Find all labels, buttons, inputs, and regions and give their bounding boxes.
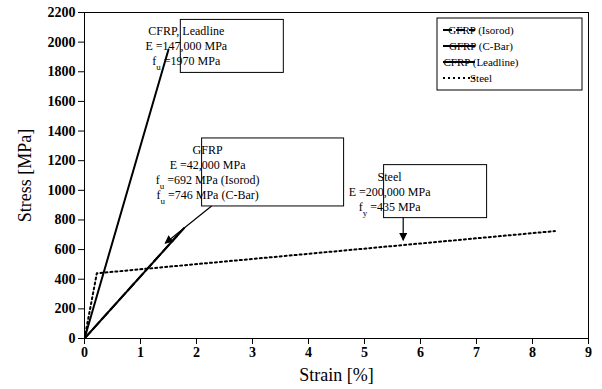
svg-text:4: 4 [305,345,312,360]
svg-text:1: 1 [137,345,144,360]
svg-text:E =200,000 MPa: E =200,000 MPa [349,185,431,199]
svg-text:E =42,000 MPa: E =42,000 MPa [170,158,246,172]
svg-text:fu =1970 MPa: fu =1970 MPa [152,54,221,72]
svg-text:9: 9 [585,345,592,360]
svg-text:8: 8 [529,345,536,360]
svg-text:fu =746 MPa (C-Bar): fu =746 MPa (C-Bar) [156,188,258,206]
svg-text:2200: 2200 [48,5,76,20]
svg-text:1800: 1800 [48,64,76,79]
svg-text:800: 800 [55,212,76,227]
html-text:fu=692 MPa (Isorod): fu=692 MPa (Isorod) [155,173,260,191]
svg-text:GFRP (C-Bar): GFRP (C-Bar) [449,40,513,53]
svg-text:7: 7 [473,345,480,360]
svg-text:200: 200 [55,301,76,316]
svg-text:Steel: Steel [378,170,403,184]
svg-text:1400: 1400 [48,124,76,139]
svg-text:600: 600 [55,242,76,257]
svg-text:E =147,000 MPa: E =147,000 MPa [145,39,227,53]
svg-text:GFRP (Isorod): GFRP (Isorod) [448,24,514,37]
svg-text:Steel: Steel [470,72,492,84]
svg-text:GFRP: GFRP [193,143,223,157]
svg-text:Strain [%]: Strain [%] [299,365,373,385]
svg-text:0: 0 [81,345,88,360]
svg-text:1000: 1000 [48,183,76,198]
svg-text:3: 3 [249,345,256,360]
svg-text:CFRP, Leadline: CFRP, Leadline [148,24,224,38]
svg-text:1200: 1200 [48,153,76,168]
svg-text:2: 2 [193,345,200,360]
svg-text:Stress [MPa]: Stress [MPa] [15,129,35,223]
svg-text:fy =435 MPa: fy =435 MPa [359,200,422,218]
svg-text:5: 5 [361,345,368,360]
svg-text:CFRP (Leadline): CFRP (Leadline) [443,56,518,69]
svg-text:1600: 1600 [48,94,76,109]
svg-text:400: 400 [55,272,76,287]
svg-text:6: 6 [417,345,424,360]
svg-text:2000: 2000 [48,35,76,50]
svg-text:0: 0 [69,331,76,346]
